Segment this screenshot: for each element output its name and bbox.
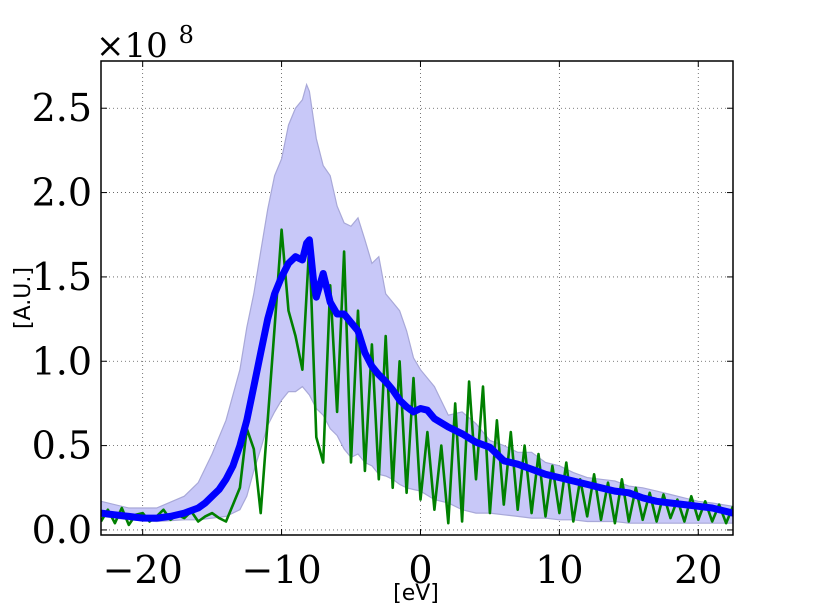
axis-ticks: −20 −10 0 10 20 0.0 0.5 1.0 1.5 2.0 2.5 — [32, 61, 733, 592]
series-lines — [101, 228, 733, 527]
x-tick-label: −20 — [103, 548, 183, 592]
y-tick-label: 2.0 — [32, 171, 92, 215]
plot-frame — [100, 60, 734, 536]
sample-series-line — [101, 228, 733, 527]
y-scale-exponent-label: ×10 8 — [96, 21, 194, 66]
y-tick-label: 0.5 — [32, 424, 92, 468]
x-axis-label: [eV] — [393, 581, 439, 606]
y-axis-label: [A.U.] — [11, 267, 36, 329]
y-tick-label: 2.5 — [32, 86, 92, 130]
y-scale-exponent: 8 — [179, 21, 194, 49]
y-tick-label: 1.5 — [32, 255, 92, 299]
y-tick-label: 0.0 — [32, 508, 92, 552]
y-scale-multiplier: ×10 — [96, 26, 168, 66]
x-tick-label: 10 — [535, 548, 583, 592]
confidence-band — [101, 82, 733, 524]
x-tick-label: −10 — [241, 548, 321, 592]
x-tick-label: 20 — [674, 548, 722, 592]
mean-series-line — [101, 236, 733, 522]
x-tick-label: 0 — [408, 548, 432, 592]
y-tick-label: 1.0 — [32, 339, 92, 383]
band-area — [101, 82, 733, 524]
